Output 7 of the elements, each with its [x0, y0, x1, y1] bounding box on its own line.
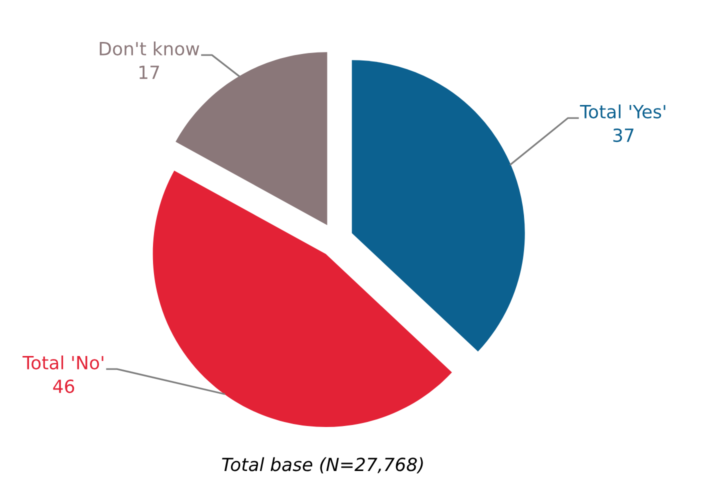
text: Total base (N=27,768)	[222, 457, 423, 474]
slice-label: Total 'No'	[22, 355, 104, 370]
slice-label: Total 'Yes'	[580, 104, 666, 118]
data-label: 46	[53, 379, 74, 394]
data-label: 17	[140, 66, 159, 79]
slice-label: Don't know	[100, 42, 200, 56]
data-label: 37	[613, 128, 634, 142]
